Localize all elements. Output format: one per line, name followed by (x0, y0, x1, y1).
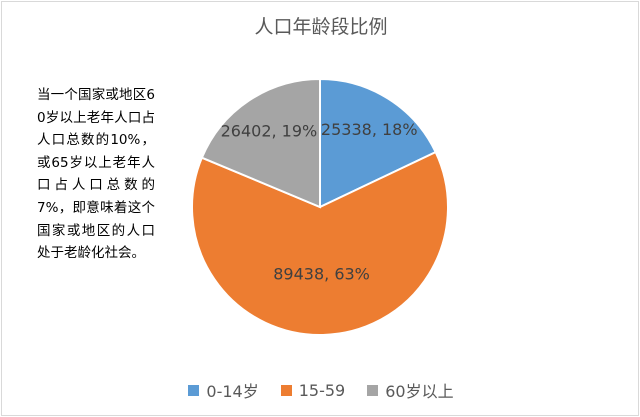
data-label-15-59: 89438, 63% (273, 265, 370, 284)
data-label-60-plus: 26402, 19% (221, 121, 318, 140)
chart-title: 人口年龄段比例 (254, 16, 388, 38)
pie-slice-60-plus (200, 77, 321, 209)
legend: 0-14岁 15-59 60岁以上 (2, 378, 640, 402)
legend-label: 60岁以上 (385, 382, 454, 401)
pie-slice-0-14 (319, 77, 437, 209)
legend-swatch (367, 384, 379, 396)
legend-swatch (188, 384, 200, 396)
legend-item-15-59: 15-59 (280, 378, 346, 402)
legend-swatch (280, 384, 292, 396)
pie-slice-15-59 (191, 150, 449, 336)
legend-item-60-plus: 60岁以上 (367, 378, 454, 402)
legend-item-0-14: 0-14岁 (188, 378, 259, 402)
annotation-text: 当一个国家或地区60岁以上老年人口占人口总数的10%，或65岁以上老年人口占人口… (37, 87, 155, 262)
data-label-0-14: 25338, 18% (321, 120, 418, 139)
legend-label: 15-59 (298, 380, 346, 400)
legend-label: 0-14岁 (206, 382, 259, 401)
